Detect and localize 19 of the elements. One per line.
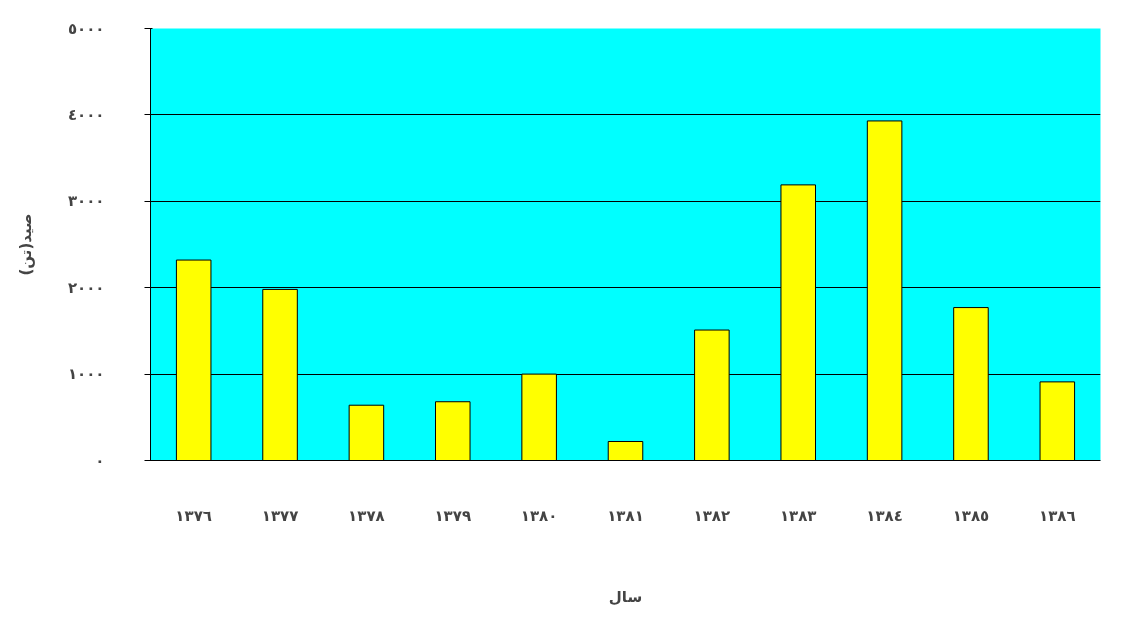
x-tick-label: ١٣٨٦ xyxy=(1039,506,1076,525)
x-tick-label: ١٣٨٤ xyxy=(866,506,903,525)
x-tick-label: ١٣٧٩ xyxy=(434,506,472,525)
x-axis-title: سال xyxy=(608,587,643,606)
x-tick-label: ١٣٧٦ xyxy=(175,506,212,525)
x-tick-label: ١٣٨١ xyxy=(607,506,644,525)
x-tick-label: ١٣٨٠ xyxy=(520,506,558,525)
x-tick-label: ١٣٨٥ xyxy=(952,506,990,525)
y-tick-label: ٤٠٠٠ xyxy=(67,105,105,124)
x-tick-label: ١٣٨٣ xyxy=(779,506,817,525)
y-tick-label: ٢٠٠٠ xyxy=(67,278,105,297)
y-tick-label: ٣٠٠٠ xyxy=(67,192,105,211)
x-tick-label: ١٣٧٨ xyxy=(348,506,385,525)
y-axis-title: صید(تن) xyxy=(16,213,35,276)
y-tick-label: ٥٠٠٠ xyxy=(67,19,105,38)
x-tick-label: ١٣٧٧ xyxy=(261,506,299,525)
y-tick-label: ١٠٠٠ xyxy=(67,365,105,384)
x-tick-label: ١٣٨٢ xyxy=(693,506,731,525)
y-tick-label: ٠ xyxy=(95,451,105,470)
